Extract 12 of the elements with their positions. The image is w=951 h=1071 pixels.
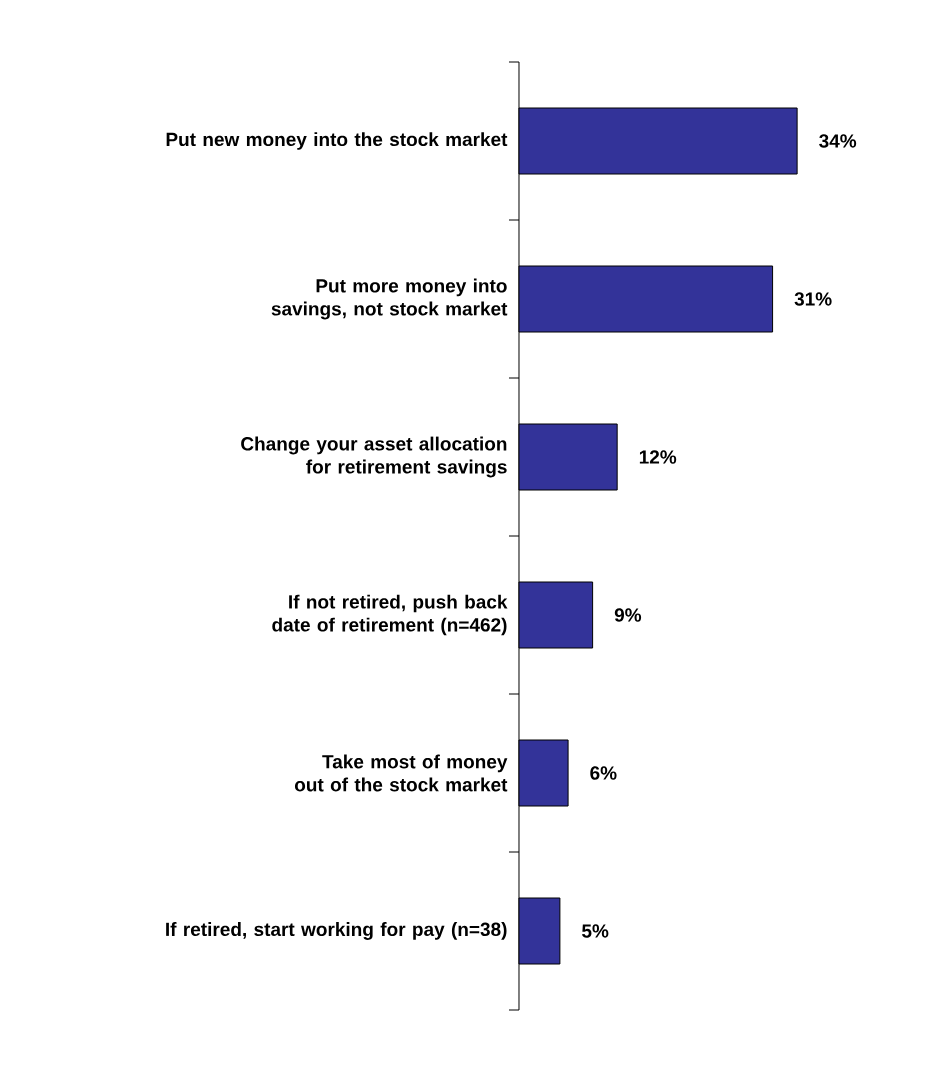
data-label: 6% xyxy=(590,766,617,780)
data-label: 9% xyxy=(614,608,642,622)
data-label: 31% xyxy=(794,292,832,306)
y-tick-label: Take most of money out of the stock market xyxy=(294,754,508,792)
y-tick-label: Put new money into the stock market xyxy=(166,132,508,150)
y-tick-label: Put more money into savings, not stock market xyxy=(271,278,508,320)
y-tick-label: If retired, start working for pay (n=38) xyxy=(166,922,507,940)
data-label: 34% xyxy=(819,134,857,148)
data-label: 5% xyxy=(582,924,609,938)
y-tick-label: Change your asset allocation for retirement savings xyxy=(241,436,507,478)
data-label: 12% xyxy=(639,450,677,464)
y-tick-label: If not retired, push back date of retirement (n=462) xyxy=(272,594,508,636)
